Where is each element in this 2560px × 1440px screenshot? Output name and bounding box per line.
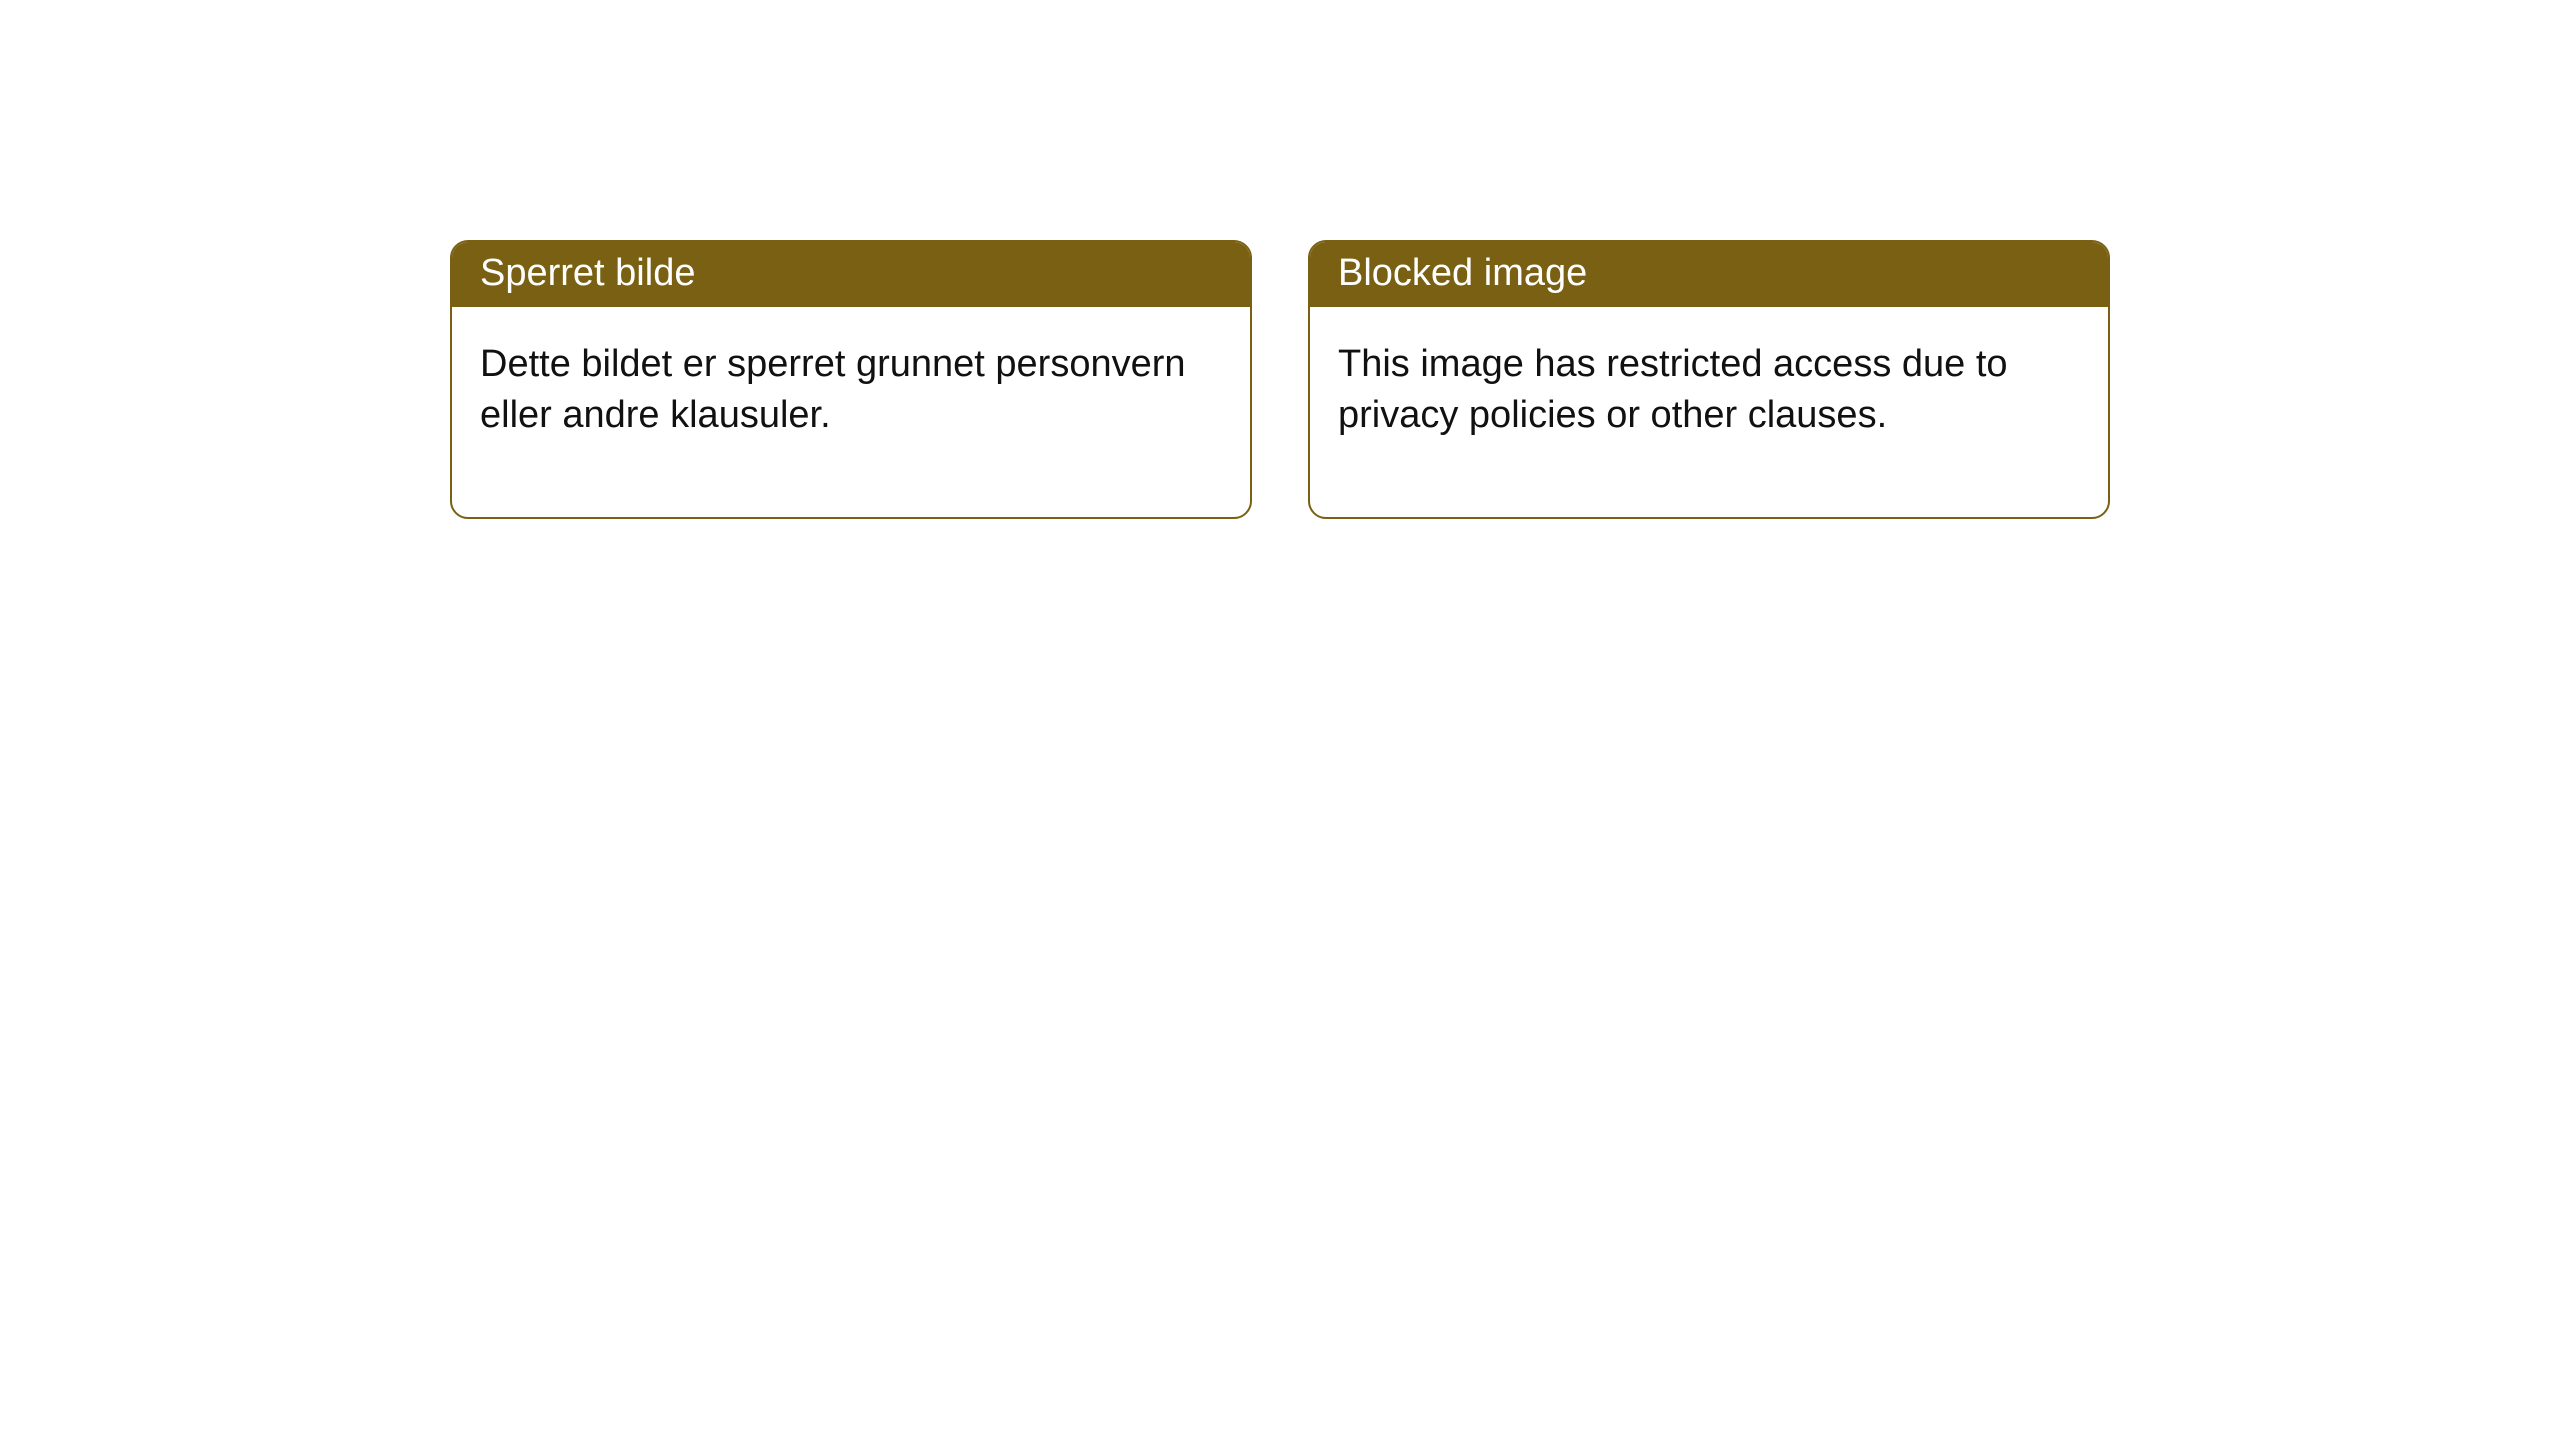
notice-body: This image has restricted access due to …	[1310, 307, 2108, 517]
notice-card-norwegian: Sperret bilde Dette bildet er sperret gr…	[450, 240, 1252, 519]
notice-title: Blocked image	[1310, 242, 2108, 307]
notice-title: Sperret bilde	[452, 242, 1250, 307]
notice-body: Dette bildet er sperret grunnet personve…	[452, 307, 1250, 517]
notice-container: Sperret bilde Dette bildet er sperret gr…	[450, 240, 2110, 519]
notice-card-english: Blocked image This image has restricted …	[1308, 240, 2110, 519]
